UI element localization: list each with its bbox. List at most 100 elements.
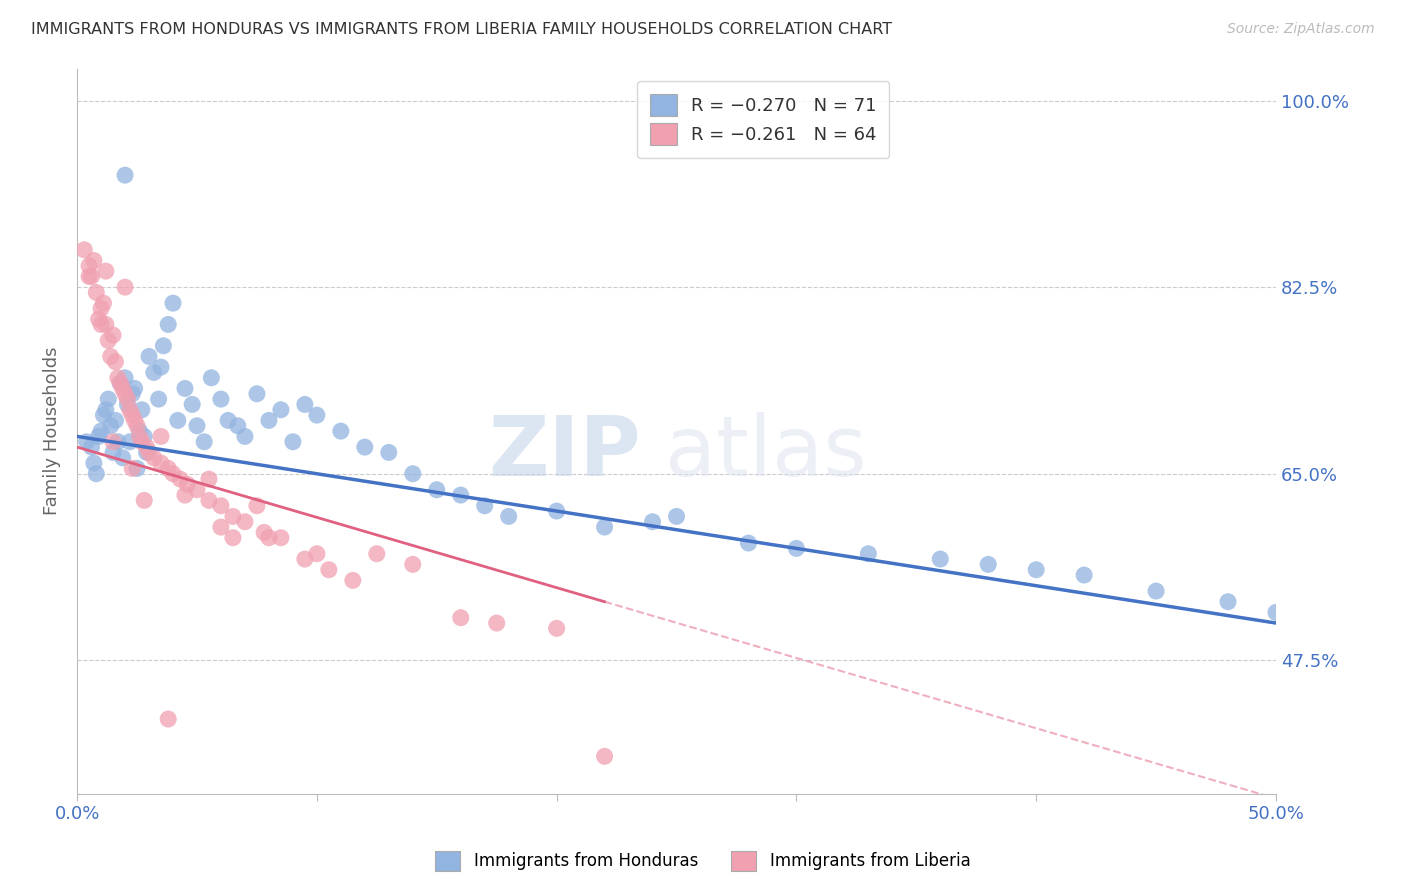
Point (1144, 584, 1167, 599)
Point (124, 413, 146, 427)
Point (121, 386, 143, 401)
Point (305, 547, 328, 561)
Point (94, 264, 117, 278)
Text: ZIP: ZIP (488, 412, 641, 493)
Point (135, 440, 157, 454)
Y-axis label: Family Households: Family Households (44, 347, 60, 516)
Point (233, 515, 256, 529)
Point (342, 574, 364, 588)
Point (1025, 563, 1047, 577)
Point (226, 418, 249, 433)
Point (118, 402, 141, 417)
Point (101, 328, 124, 343)
Point (125, 418, 148, 433)
Point (150, 456, 173, 470)
Point (152, 339, 174, 353)
Point (124, 381, 146, 395)
Point (94, 318, 117, 332)
Point (162, 467, 184, 481)
Text: atlas: atlas (665, 412, 866, 493)
Point (83, 253, 105, 268)
Point (111, 450, 134, 465)
Point (246, 386, 269, 401)
Point (84, 467, 107, 481)
Point (131, 434, 153, 449)
Point (474, 499, 496, 513)
Point (270, 531, 292, 545)
Point (209, 520, 232, 534)
Point (117, 397, 139, 411)
Point (186, 418, 208, 433)
Point (329, 424, 352, 438)
Point (257, 413, 280, 427)
Point (257, 531, 280, 545)
Point (233, 429, 256, 443)
Point (1216, 595, 1239, 609)
Point (121, 461, 143, 475)
Point (402, 467, 425, 481)
Point (200, 371, 222, 385)
Point (83, 456, 105, 470)
Point (378, 445, 401, 459)
Point (209, 392, 232, 406)
Point (107, 371, 129, 385)
Point (90, 318, 112, 332)
Point (209, 499, 232, 513)
Point (138, 445, 160, 459)
Point (217, 413, 239, 427)
Point (148, 392, 170, 406)
Point (198, 493, 221, 508)
Point (87, 429, 110, 443)
Point (80, 269, 103, 284)
Point (929, 552, 952, 566)
Legend: Immigrants from Honduras, Immigrants from Liberia: Immigrants from Honduras, Immigrants fro… (427, 842, 979, 880)
Point (450, 488, 472, 502)
Legend: R = −0.270   N = 71, R = −0.261   N = 64: R = −0.270 N = 71, R = −0.261 N = 64 (637, 81, 889, 158)
Point (138, 350, 160, 364)
Point (785, 541, 807, 556)
Point (593, 749, 616, 764)
Point (198, 472, 221, 486)
Point (174, 381, 197, 395)
Point (128, 429, 150, 443)
Point (318, 563, 340, 577)
Text: IMMIGRANTS FROM HONDURAS VS IMMIGRANTS FROM LIBERIA FAMILY HOUSEHOLDS CORRELATIO: IMMIGRANTS FROM HONDURAS VS IMMIGRANTS F… (31, 22, 891, 37)
Point (77, 269, 100, 284)
Point (270, 402, 292, 417)
Point (97, 334, 120, 348)
Point (80, 440, 103, 454)
Point (110, 376, 132, 390)
Point (104, 413, 127, 427)
Point (90, 424, 112, 438)
Point (169, 472, 191, 486)
Point (90, 301, 112, 316)
Point (157, 461, 180, 475)
Point (665, 509, 688, 524)
Point (294, 397, 316, 411)
Point (281, 434, 304, 449)
Point (181, 397, 204, 411)
Point (737, 536, 759, 550)
Point (84, 285, 107, 300)
Point (118, 434, 141, 449)
Point (131, 402, 153, 417)
Point (186, 483, 208, 497)
Point (1265, 606, 1288, 620)
Point (150, 360, 173, 375)
Point (858, 547, 880, 561)
Point (134, 493, 156, 508)
Point (142, 366, 165, 380)
Point (977, 558, 1000, 572)
Point (426, 483, 449, 497)
Point (193, 434, 215, 449)
Point (114, 280, 136, 294)
Point (110, 376, 132, 390)
Point (101, 434, 124, 449)
Point (353, 440, 375, 454)
Point (1073, 568, 1095, 582)
Point (142, 450, 165, 465)
Point (546, 504, 568, 518)
Point (76, 434, 98, 449)
Point (93, 408, 115, 422)
Point (94, 402, 117, 417)
